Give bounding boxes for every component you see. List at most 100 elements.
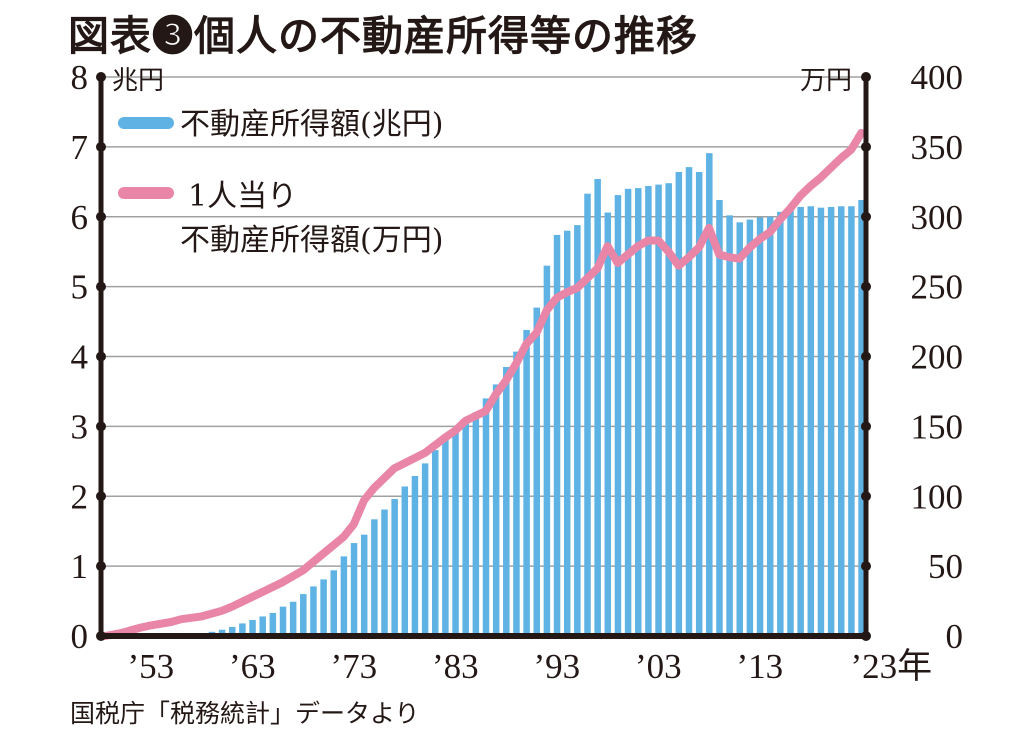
left-tick-dot xyxy=(96,211,106,222)
x-tick-label: ’73 xyxy=(330,647,377,686)
bar xyxy=(391,499,398,636)
bar xyxy=(827,206,835,636)
left-tick-dot xyxy=(96,351,106,362)
bar xyxy=(858,199,865,637)
left-axis-unit: 兆円 xyxy=(112,66,164,96)
left-tick-label: 4 xyxy=(71,338,89,377)
right-tick-label: 250 xyxy=(911,268,964,307)
bar xyxy=(452,429,459,636)
bar xyxy=(766,216,774,636)
legend-label-bar: 不動産所得額(兆円) xyxy=(180,107,443,142)
right-tick-label: 300 xyxy=(911,198,964,237)
bar xyxy=(624,188,632,637)
bar xyxy=(736,222,743,636)
right-tick-label: 0 xyxy=(946,617,964,656)
right-tick-label: 50 xyxy=(928,547,963,586)
bar xyxy=(259,616,266,636)
left-tick-label: 5 xyxy=(71,268,89,307)
right-tick-dot xyxy=(861,281,871,292)
bar xyxy=(371,519,378,636)
left-tick-dot xyxy=(96,631,106,641)
left-tick-dot xyxy=(96,491,106,502)
right-axis-unit: 万円 xyxy=(800,66,852,96)
right-tick-dot xyxy=(861,141,871,152)
bar xyxy=(249,619,256,636)
bar xyxy=(513,351,520,636)
bar xyxy=(604,212,612,636)
bar xyxy=(848,206,855,637)
chart-title: 図表❸個人の不動産所得等の推移 xyxy=(68,12,698,60)
right-tick-dot xyxy=(861,421,871,432)
bar xyxy=(594,179,601,636)
bar xyxy=(462,422,469,636)
left-tick-dot xyxy=(96,281,106,292)
right-tick-dot xyxy=(861,631,871,641)
bar xyxy=(807,206,815,637)
bar xyxy=(838,206,845,637)
x-tick-label: ’53 xyxy=(127,647,174,686)
bar xyxy=(411,475,419,636)
x-tick-label: ’63 xyxy=(229,647,276,686)
legend-label-line-1: 1人当り xyxy=(188,179,297,214)
bar xyxy=(482,398,490,636)
right-tick-dot xyxy=(861,561,871,572)
left-tick-label: 6 xyxy=(71,198,89,237)
right-tick-dot xyxy=(861,211,871,222)
bar xyxy=(229,626,236,636)
bar xyxy=(635,188,642,636)
bar xyxy=(726,215,733,637)
bar xyxy=(797,206,804,636)
bar xyxy=(330,570,337,636)
x-tick-label: ’13 xyxy=(736,647,783,686)
bar xyxy=(472,412,480,636)
x-tick-label: ’93 xyxy=(533,647,580,686)
bar xyxy=(289,601,297,636)
bar xyxy=(675,172,683,636)
bar xyxy=(685,167,693,637)
bar xyxy=(401,486,409,636)
right-tick-dot xyxy=(861,72,871,82)
right-tick-label: 100 xyxy=(911,477,964,516)
bar xyxy=(563,230,571,636)
bar xyxy=(360,534,368,636)
left-tick-dot xyxy=(96,421,106,432)
bar xyxy=(269,612,277,636)
right-tick-dot xyxy=(861,491,871,502)
left-tick-dot xyxy=(96,72,106,82)
line-path xyxy=(101,128,866,640)
bar xyxy=(320,579,327,636)
bar xyxy=(655,184,662,637)
bar-series xyxy=(208,153,865,637)
x-tick-label: ’03 xyxy=(635,647,682,686)
left-tick-label: 2 xyxy=(71,477,89,516)
bar xyxy=(756,217,764,637)
bar xyxy=(523,329,530,636)
right-tick-label: 150 xyxy=(911,407,964,446)
right-tick-label: 200 xyxy=(911,338,964,377)
x-tick-label: ’83 xyxy=(432,647,479,686)
bar xyxy=(553,234,561,637)
left-tick-label: 0 xyxy=(71,617,89,656)
right-tick-label: 350 xyxy=(911,128,964,167)
bar xyxy=(614,195,622,636)
bar xyxy=(584,193,591,636)
left-tick-label: 7 xyxy=(71,128,89,167)
bar xyxy=(746,219,754,637)
bar xyxy=(645,186,652,636)
bar xyxy=(777,211,784,636)
left-tick-dot xyxy=(96,561,106,572)
bar xyxy=(543,265,551,636)
bar xyxy=(787,208,794,637)
bar xyxy=(503,366,510,636)
axes: 0 1 2 3 4 5 6 7 8 0 50 100 150 200 250 300 350 400 ’53 ’63 ’… xyxy=(71,58,964,686)
right-tick-dot xyxy=(861,351,871,362)
bar xyxy=(340,556,348,636)
bar xyxy=(695,172,703,636)
legend: 不動産所得額(兆円) 1人当り 不動産所得額(万円) xyxy=(118,107,443,258)
bar xyxy=(310,586,317,636)
bar xyxy=(239,623,246,636)
bar xyxy=(817,207,825,636)
bar xyxy=(442,438,449,636)
line-series xyxy=(101,128,866,640)
